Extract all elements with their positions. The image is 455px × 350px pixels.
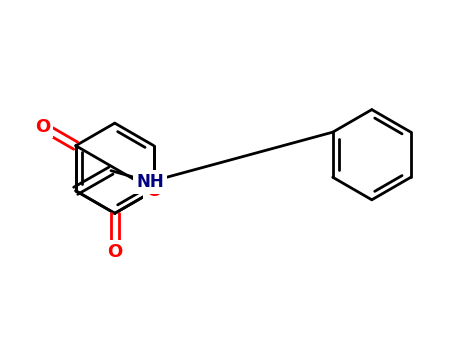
Text: NH: NH [136,173,164,191]
Text: O: O [107,243,122,261]
Text: O: O [35,118,50,135]
Text: O: O [146,182,162,200]
